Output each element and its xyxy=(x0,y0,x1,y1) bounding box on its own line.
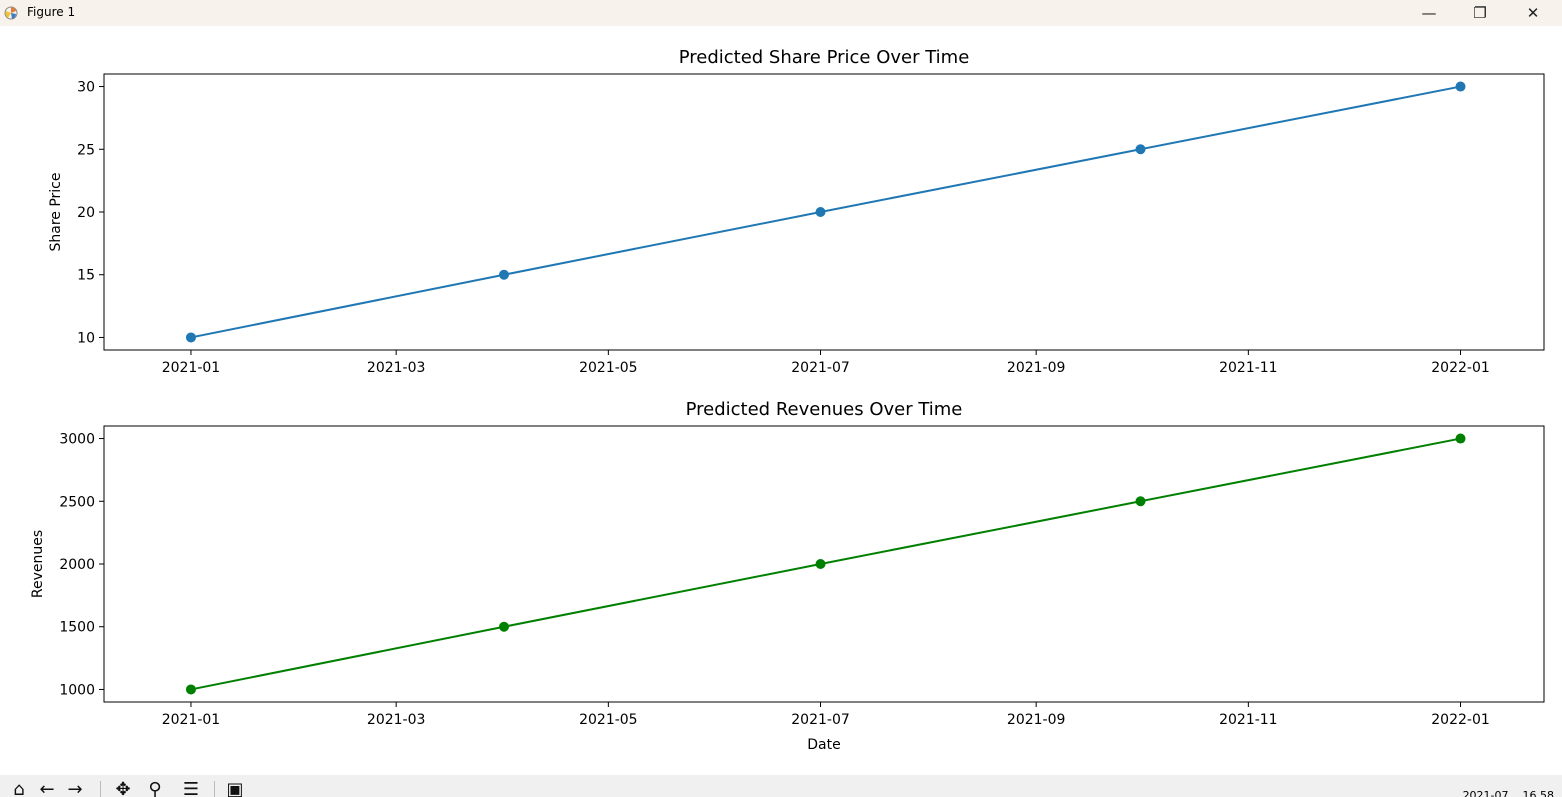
chart2-x-tick-label: 2021-05 xyxy=(579,712,638,728)
chart2-title: Predicted Revenues Over Time xyxy=(686,399,963,420)
chart1-x-tick-label: 2021-01 xyxy=(162,360,221,376)
chart2-data-point xyxy=(499,621,509,632)
matplotlib-app-icon xyxy=(4,6,18,20)
chart2-series-line xyxy=(190,437,1461,691)
chart1-data-point xyxy=(815,207,826,217)
chart1-y-axis-label: Share Price xyxy=(48,172,64,251)
chart2-y-axis-label: Revenues xyxy=(30,530,46,598)
chart2-x-tick-label: 2021-03 xyxy=(367,712,426,728)
home-icon[interactable]: ⌂ xyxy=(13,779,25,797)
forward-icon[interactable]: → xyxy=(67,779,83,797)
chart2-y-tick-label: 2500 xyxy=(59,494,95,510)
chart1-x-tick-label: 2021-09 xyxy=(1007,360,1066,376)
toolbar-separator xyxy=(100,781,101,797)
chart2-x-tick-label: 2021-11 xyxy=(1219,712,1278,728)
coordinate-readout: 2021-07... 16.58 xyxy=(1462,789,1554,797)
pan-icon[interactable]: ✥ xyxy=(115,779,131,797)
chart1-x-tick-label: 2021-05 xyxy=(579,360,638,376)
chart2-data-point xyxy=(185,684,196,695)
save-icon[interactable]: ▣ xyxy=(226,779,244,797)
chart1-x-tick-label: 2021-03 xyxy=(367,360,426,376)
chart2-x-tick-label: 2022-01 xyxy=(1431,712,1490,728)
chart2-x-tick-label: 2021-09 xyxy=(1007,712,1066,728)
chart2-x-axis-label: Date xyxy=(807,737,840,753)
chart2-y-tick-label: 1000 xyxy=(59,682,95,698)
chart1-x-tick-label: 2022-01 xyxy=(1431,360,1490,376)
chart1-title: Predicted Share Price Over Time xyxy=(679,47,970,68)
window-title: Figure 1 xyxy=(27,5,76,19)
chart1-x-tick-label: 2021-11 xyxy=(1219,360,1278,376)
chart1-y-tick-label: 25 xyxy=(77,142,95,158)
chart1-y-tick-label: 30 xyxy=(77,80,95,96)
chart2-x-tick-label: 2021-07 xyxy=(791,712,850,728)
chart2-data-point xyxy=(815,559,826,569)
chart2-x-tick-label: 2021-01 xyxy=(162,712,221,728)
configure-subplots-icon[interactable]: ☰ xyxy=(182,779,200,797)
chart2-y-tick-label: 1500 xyxy=(59,620,95,636)
zoom-icon[interactable]: ⚲ xyxy=(148,779,162,797)
chart1-data-point xyxy=(185,332,196,343)
navigation-toolbar: ⌂ ← → ✥ ⚲ ☰ ▣ 2021-07... 16.58 xyxy=(0,775,1562,797)
chart1-y-tick-label: 10 xyxy=(77,330,95,346)
chart1-x-tick-label: 2021-07 xyxy=(791,360,850,376)
close-button[interactable]: ✕ xyxy=(1526,4,1540,22)
chart2-data-point xyxy=(1135,496,1146,507)
window-title-bar: Figure 1 — ❐ ✕ xyxy=(0,0,1562,26)
chart1-data-point xyxy=(1455,81,1466,92)
back-icon[interactable]: ← xyxy=(39,779,55,797)
figure-canvas: Predicted Share Price Over Time 2021-01 20… xyxy=(30,47,1545,753)
minimize-button[interactable]: — xyxy=(1421,4,1437,22)
chart1-y-tick-label: 20 xyxy=(77,205,95,221)
chart1-y-tick-label: 15 xyxy=(77,268,95,284)
chart1-data-point xyxy=(1135,144,1146,155)
chart2-y-tick-label: 2000 xyxy=(59,557,95,573)
maximize-button[interactable]: ❐ xyxy=(1473,4,1487,22)
chart1-data-point xyxy=(499,269,509,280)
toolbar-separator xyxy=(214,781,215,797)
chart2-data-point xyxy=(1455,433,1466,444)
chart1-series-line xyxy=(190,85,1461,339)
chart2-y-tick-label: 3000 xyxy=(59,432,95,448)
